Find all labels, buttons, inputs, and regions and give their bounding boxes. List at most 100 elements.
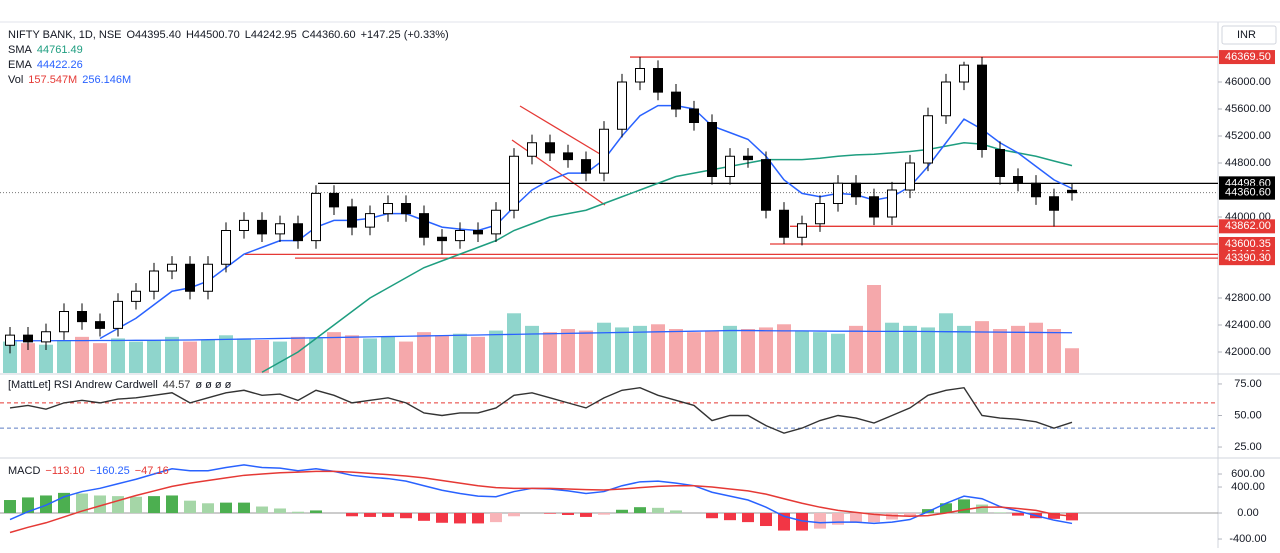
rsi-title: [MattLet] RSI Andrew Cardwell <box>8 379 158 391</box>
histogram-bar <box>418 513 430 521</box>
level-label: 43390.30 <box>1225 252 1271 264</box>
candle-body <box>833 182 843 205</box>
rsi-line <box>9 386 1073 434</box>
currency-box[interactable] <box>1221 25 1277 45</box>
ema-name: EMA <box>8 59 32 71</box>
volume-bar <box>561 329 575 373</box>
candle-body <box>491 209 501 235</box>
candle-body <box>797 223 807 238</box>
last-price-tag <box>1219 185 1275 200</box>
volume-bar <box>939 313 953 373</box>
volume-bar <box>723 325 737 373</box>
volume-bar <box>453 333 467 373</box>
histogram-bar <box>436 513 448 523</box>
histogram-bar <box>274 508 286 514</box>
volume-bar <box>867 285 881 373</box>
volume-bar <box>1047 329 1061 373</box>
candle-body <box>311 192 321 242</box>
histogram-bar <box>4 500 16 514</box>
volume-bar <box>993 329 1007 373</box>
ema-value: 44422.26 <box>36 59 83 71</box>
volume-bar <box>903 325 917 373</box>
volume-bar <box>147 340 161 373</box>
candle-body <box>293 223 303 242</box>
candle-body <box>383 203 393 215</box>
histogram-bar <box>22 497 34 514</box>
candle-body <box>329 192 339 208</box>
histogram-bar <box>400 513 412 519</box>
candle-body <box>23 334 33 343</box>
volume-bar <box>489 330 503 373</box>
volume-bar <box>471 336 485 373</box>
candle-body <box>473 230 483 235</box>
volume-bar <box>957 325 971 373</box>
candle-body <box>941 81 951 117</box>
candle-body <box>995 149 1005 178</box>
candle-body <box>887 189 897 218</box>
histogram-bar <box>364 513 376 517</box>
volume-bar <box>525 325 539 373</box>
candle-body <box>437 236 447 242</box>
sma-name: SMA <box>8 44 32 56</box>
volume-bar <box>741 329 755 373</box>
candle-body <box>617 81 627 130</box>
volume-bar <box>579 330 593 373</box>
candle-body <box>221 230 231 265</box>
histogram-bar <box>562 513 574 515</box>
histogram-bar <box>706 513 718 519</box>
price-legend: NIFTY BANK, 1D, NSE O44395.40 H44500.70 L44… <box>8 28 454 88</box>
volume-bar <box>219 335 233 373</box>
macd-title: MACD <box>8 465 41 477</box>
candle-body <box>653 68 663 93</box>
histogram-bar <box>382 513 394 517</box>
histogram-bar <box>796 513 808 531</box>
vol-row: Vol 157.547M 256.146M <box>8 73 454 88</box>
volume-bar <box>93 343 107 373</box>
candle-body <box>347 206 357 228</box>
volume-bar <box>129 341 143 373</box>
candle-body <box>527 142 537 157</box>
candle-body <box>257 219 267 235</box>
candle-body <box>365 213 375 228</box>
volume-bar <box>1011 325 1025 373</box>
candle-body <box>77 311 87 323</box>
candle-body <box>401 203 411 215</box>
y-tick-label: 45600.00 <box>1225 103 1271 115</box>
candle-body <box>419 213 429 238</box>
ohlc: O44395.40 <box>126 29 181 41</box>
y-tick-label: 50.00 <box>1234 409 1262 421</box>
sma-value: 44761.49 <box>36 44 83 56</box>
histogram-bar <box>508 513 520 517</box>
y-tick-label: 42400.00 <box>1225 319 1271 331</box>
candle-body <box>149 270 159 292</box>
candle-body <box>851 182 861 198</box>
sma-row: SMA 44761.49 <box>8 43 454 58</box>
volume-bar <box>345 335 359 373</box>
y-tick-label: -400.00 <box>1229 533 1266 545</box>
histogram-bar <box>184 500 196 514</box>
level-label: 43862.00 <box>1225 220 1271 232</box>
histogram-bar <box>580 513 592 517</box>
candle-body <box>1067 189 1077 194</box>
candle-body <box>131 290 141 302</box>
volume-bar <box>849 325 863 373</box>
candle-body <box>1049 196 1059 211</box>
candle-body <box>671 91 681 110</box>
histogram-bar <box>76 493 88 514</box>
candle-body <box>635 68 645 83</box>
y-tick-label: 46000.00 <box>1225 76 1271 88</box>
volume-bar <box>651 324 665 373</box>
ohlc: L44242.95 <box>244 29 297 41</box>
candle-body <box>923 115 933 164</box>
candle-body <box>455 230 465 242</box>
volume-bar <box>111 338 125 373</box>
histogram-bar <box>310 510 322 514</box>
candle-body <box>977 64 987 151</box>
histogram-bar <box>94 495 106 514</box>
candle-body <box>239 219 249 232</box>
histogram-bar <box>940 503 952 514</box>
rsi-value: 44.57 <box>162 379 191 391</box>
volume-bar <box>597 322 611 373</box>
candle-body <box>689 108 699 124</box>
histogram-bar <box>616 509 628 514</box>
